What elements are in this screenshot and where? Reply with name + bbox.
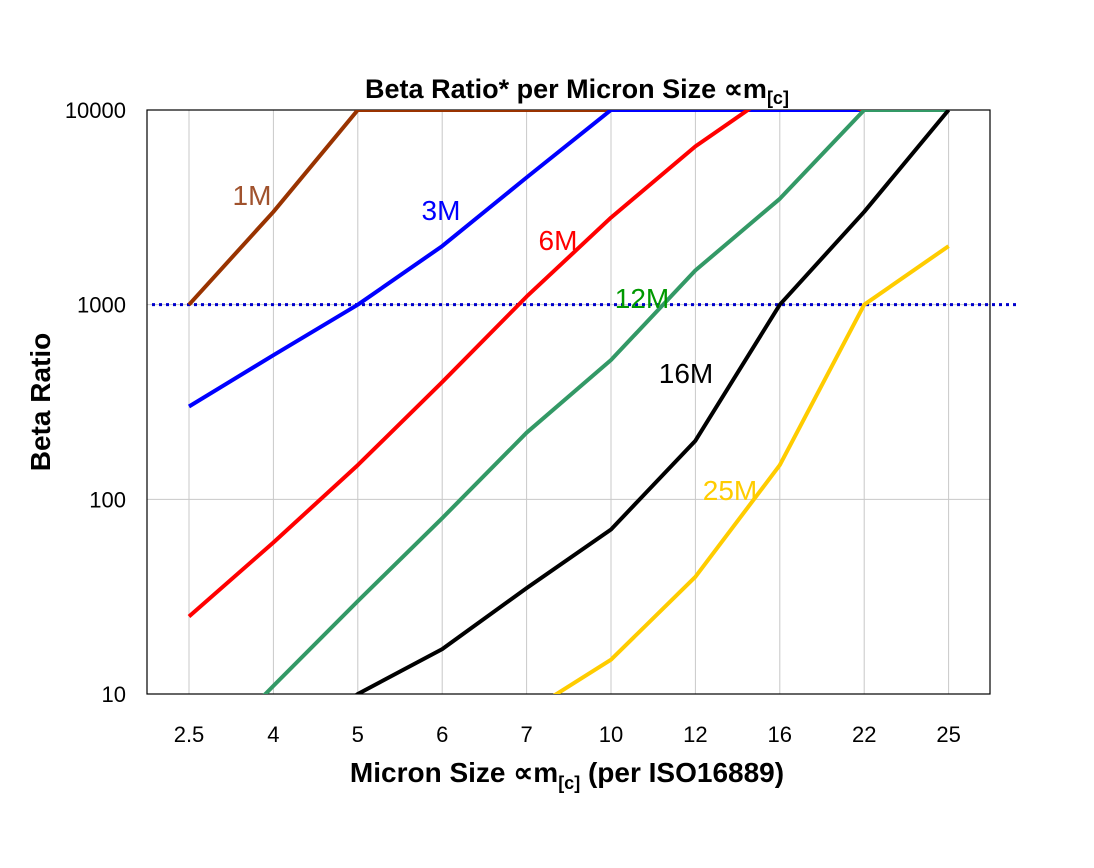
series-label-6M: 6M xyxy=(539,225,578,256)
series-labels: 1M 3M 6M 12M 16M 25M xyxy=(233,180,758,506)
x-tick-label: 25 xyxy=(936,722,960,747)
x-tick-label: 16 xyxy=(768,722,792,747)
y-tick-label: 10 xyxy=(102,682,126,707)
series-line-16M xyxy=(354,110,951,694)
x-tick-label: 22 xyxy=(852,722,876,747)
y-tick-label: 1000 xyxy=(77,293,126,318)
series-label-25M: 25M xyxy=(703,475,757,506)
series-lines xyxy=(187,110,951,694)
series-label-16M: 16M xyxy=(659,358,713,389)
x-tick-label: 2.5 xyxy=(174,722,205,747)
x-tick-label: 4 xyxy=(267,722,279,747)
x-tick-label: 10 xyxy=(599,722,623,747)
x-tick-labels: 2.5 4 5 6 7 10 12 16 22 25 xyxy=(174,722,961,747)
y-tick-labels: 10 100 1000 10000 xyxy=(65,98,126,707)
series-label-3M: 3M xyxy=(422,195,461,226)
y-tick-label: 100 xyxy=(89,487,126,512)
x-tick-label: 6 xyxy=(436,722,448,747)
series-label-12M: 12M xyxy=(615,283,669,314)
x-axis-label: Micron Size ∝m[c] (per ISO16889) xyxy=(350,757,784,793)
series-line-12M xyxy=(262,110,949,694)
series-line-3M xyxy=(187,110,949,409)
y-axis-label: Beta Ratio xyxy=(25,333,56,471)
x-tick-label: 5 xyxy=(352,722,364,747)
y-tick-label: 10000 xyxy=(65,98,126,123)
series-label-1M: 1M xyxy=(233,180,272,211)
series-line-25M xyxy=(552,244,950,694)
x-tick-label: 12 xyxy=(683,722,707,747)
series-line-1M xyxy=(187,110,949,307)
gridlines xyxy=(147,109,990,695)
series-line-6M xyxy=(187,110,949,619)
chart-title: Beta Ratio* per Micron Size ∝m[c] xyxy=(365,74,789,108)
x-tick-label: 7 xyxy=(520,722,532,747)
